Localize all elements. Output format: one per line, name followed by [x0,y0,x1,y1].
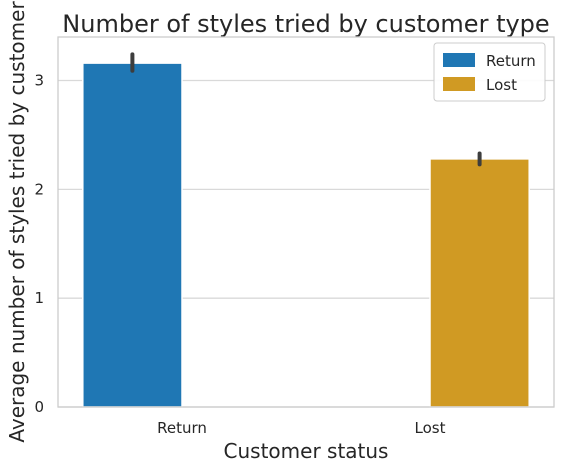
x-tick-label: Return [157,419,207,437]
chart-title: Number of styles tried by customer type [62,10,549,38]
legend-swatch-lost [443,77,475,91]
legend: Return Lost [433,42,546,102]
bar-lost-lost [429,158,530,408]
legend-label-return: Return [486,52,536,70]
y-axis-label: Average number of styles tried by custom… [5,1,29,443]
x-tick-label: Lost [415,419,446,437]
axes-layer [57,36,555,408]
legend-label-lost: Lost [486,76,517,94]
legend-swatch-return [443,53,475,67]
x-axis-label: Customer status [224,439,389,463]
y-tick-label: 0 [34,398,44,416]
tick-labels-layer: 0 1 2 3 Return Lost [34,72,445,437]
y-tick-label: 2 [34,180,44,198]
y-tick-label: 1 [34,289,44,307]
error-bars-layer [130,52,482,167]
y-tick-label: 3 [34,72,44,90]
plot-frame [57,36,555,408]
bar-return-return [82,62,183,408]
